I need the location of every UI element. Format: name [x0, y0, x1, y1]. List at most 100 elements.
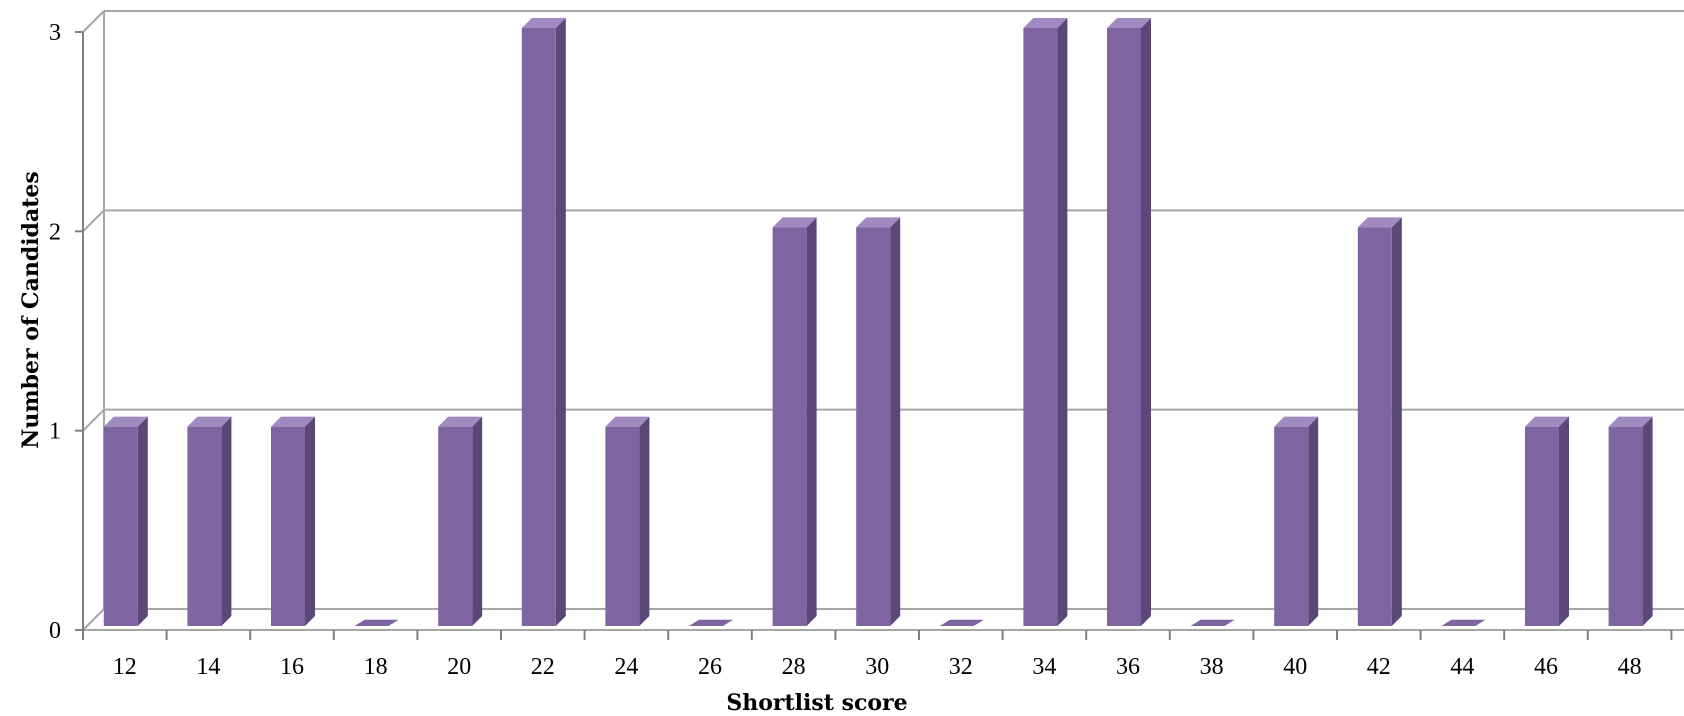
- y-tick-label: 3: [49, 20, 61, 46]
- bar-front: [772, 227, 807, 627]
- bar-front: [438, 426, 473, 626]
- x-tick-label: 16: [280, 654, 304, 680]
- bar-front: [1357, 227, 1392, 627]
- bar-top: [103, 416, 148, 427]
- gridline-depth: [82, 209, 105, 233]
- x-tick-label: 24: [614, 654, 638, 680]
- bar-front: [521, 28, 556, 626]
- bar-side: [305, 416, 315, 626]
- bar-side: [806, 217, 817, 627]
- bar-top: [438, 416, 483, 427]
- bar-front: [1608, 426, 1643, 626]
- bar-top: [187, 416, 232, 427]
- bar-side: [890, 217, 901, 627]
- bar-34: [1023, 18, 1068, 626]
- bar-side: [1141, 18, 1151, 626]
- bar-44: [1441, 619, 1486, 626]
- bar-46: [1525, 416, 1569, 626]
- x-tick-label: 30: [865, 654, 889, 680]
- bar-top: [1107, 18, 1151, 28]
- bars: [103, 18, 1653, 627]
- x-tick-label: 44: [1450, 654, 1474, 680]
- y-axis-title: Number of Candidates: [18, 171, 44, 449]
- bar-32: [939, 619, 984, 626]
- x-tick-label: 18: [364, 654, 388, 680]
- bar-zero-slab: [354, 619, 399, 626]
- bar-front: [271, 426, 305, 626]
- x-tick-label: 38: [1200, 654, 1224, 680]
- bar-40: [1274, 416, 1319, 626]
- bar-top: [1357, 217, 1402, 228]
- x-tick-label: 12: [113, 654, 137, 680]
- bar-front: [103, 426, 138, 626]
- bar-42: [1357, 217, 1402, 627]
- bar-side: [472, 416, 483, 626]
- bar-zero-slab: [939, 619, 984, 626]
- x-tick-label: 48: [1618, 654, 1642, 680]
- y-tick-label: 1: [49, 419, 61, 445]
- bar-top: [1608, 416, 1653, 427]
- x-tick-label: 40: [1283, 654, 1307, 680]
- y-tick-label: 0: [49, 618, 61, 644]
- bar-side: [137, 416, 148, 626]
- x-tick-label: 28: [782, 654, 806, 680]
- bar-front: [187, 426, 222, 626]
- bar-38: [1190, 619, 1235, 626]
- bar-front: [1274, 426, 1309, 626]
- bar-side: [221, 416, 232, 626]
- bar-36: [1107, 18, 1151, 626]
- gridline-depth: [82, 608, 105, 631]
- bar-top: [605, 416, 650, 427]
- bar-zero-slab: [689, 619, 733, 626]
- x-tick-label: 34: [1032, 654, 1056, 680]
- bar-28: [772, 217, 817, 627]
- bar-front: [1023, 28, 1058, 626]
- gridline-depth: [82, 10, 105, 33]
- bar-side: [1642, 416, 1653, 626]
- x-tick-label: 22: [531, 654, 555, 680]
- bar-top: [1525, 416, 1569, 427]
- y-tick-labels: 0 1 2 3: [49, 20, 61, 644]
- x-tick-label: 36: [1116, 654, 1140, 680]
- bar-22: [521, 18, 566, 626]
- bar-top: [1274, 416, 1319, 427]
- axes: [75, 31, 1684, 640]
- bar-18: [354, 619, 399, 626]
- bar-side: [1057, 18, 1068, 626]
- bar-zero-slab: [1441, 619, 1486, 626]
- bar-top: [521, 18, 566, 28]
- bar-front: [1525, 426, 1559, 626]
- bar-top: [271, 416, 315, 427]
- bar-front: [605, 426, 640, 626]
- bar-front: [856, 227, 891, 627]
- x-tick-label: 32: [949, 654, 973, 680]
- x-tick-labels: 12 14 16 18 20 22 24 26 28 30 32 34 36 38 40 42 44 46 48: [113, 654, 1642, 680]
- bar-14: [187, 416, 232, 626]
- bar-26: [689, 619, 733, 626]
- y-tick-label: 2: [49, 219, 61, 245]
- bar-top: [772, 217, 817, 228]
- x-tick-label: 42: [1367, 654, 1391, 680]
- bar-front: [1107, 28, 1141, 626]
- bar-top: [856, 217, 901, 228]
- gridline-depth: [82, 408, 105, 432]
- x-axis-title: Shortlist score: [726, 690, 907, 716]
- bar-20: [438, 416, 483, 626]
- bar-side: [1308, 416, 1319, 626]
- bar-top: [1023, 18, 1068, 28]
- x-tick-label: 26: [698, 654, 722, 680]
- bar-12: [103, 416, 148, 626]
- bar-16: [271, 416, 315, 626]
- bar-side: [1559, 416, 1569, 626]
- x-tick-label: 46: [1534, 654, 1558, 680]
- x-tick-label: 14: [196, 654, 220, 680]
- bar-side: [639, 416, 650, 626]
- bar-30: [856, 217, 901, 627]
- x-tick-label: 20: [447, 654, 471, 680]
- bar-48: [1608, 416, 1653, 626]
- bar-side: [1391, 217, 1402, 627]
- bar-24: [605, 416, 650, 626]
- bar-zero-slab: [1190, 619, 1235, 626]
- bar-side: [555, 18, 566, 626]
